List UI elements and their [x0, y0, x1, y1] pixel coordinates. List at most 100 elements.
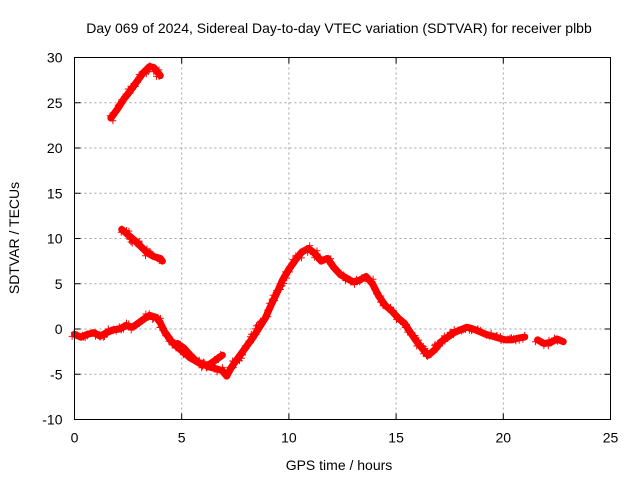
x-tick-label: 25 [603, 430, 619, 446]
data-point-marker [313, 247, 321, 255]
x-tick-label: 0 [71, 430, 79, 446]
data-point-marker [384, 304, 392, 312]
data-point-marker [289, 256, 297, 264]
data-point-marker [163, 329, 171, 337]
data-point-marker [478, 328, 486, 336]
data-point-marker [250, 334, 257, 342]
data-point-marker [150, 252, 157, 260]
data-point-marker [389, 308, 397, 316]
data-point-marker [317, 256, 325, 264]
data-point-marker [162, 332, 169, 340]
data-point-marker [247, 339, 254, 347]
data-point-marker [436, 340, 443, 348]
data-point-marker [166, 336, 174, 344]
data-point-marker [156, 317, 163, 325]
data-point-marker [117, 228, 125, 236]
data-point-marker [553, 336, 561, 344]
data-point-marker [261, 314, 269, 322]
data-point-marker [83, 332, 91, 340]
data-point-marker [156, 323, 164, 331]
data-point-marker [306, 242, 314, 250]
data-point-marker [399, 319, 407, 327]
y-tick-label: 0 [55, 321, 63, 337]
data-point-marker [313, 254, 321, 262]
data-point-marker [266, 304, 274, 312]
data-point-marker [147, 249, 155, 257]
data-point-marker [303, 245, 310, 253]
data-point-marker [413, 342, 421, 350]
data-point-marker [347, 278, 355, 286]
data-point-marker [120, 96, 127, 103]
data-point-marker [454, 326, 462, 334]
data-point-marker [165, 337, 173, 345]
data-point-marker [155, 73, 163, 81]
data-point-marker [171, 342, 179, 350]
chart-title: Day 069 of 2024, Sidereal Day-to-day VTE… [86, 20, 592, 36]
data-point-marker [225, 369, 233, 377]
data-point-marker [375, 294, 383, 302]
data-point-marker [224, 368, 232, 376]
y-tick-label: 15 [47, 185, 63, 201]
data-point-marker [379, 302, 387, 310]
data-point-marker [238, 350, 246, 358]
data-point-marker [112, 108, 119, 116]
data-point-marker [124, 85, 132, 93]
data-point-marker [133, 78, 141, 86]
y-axis-label: SDTVAR / TECUs [6, 182, 22, 294]
data-point-marker [544, 339, 552, 347]
data-point-marker [135, 320, 143, 328]
data-point-marker [427, 351, 435, 359]
data-point-marker [150, 314, 157, 322]
data-point-marker [269, 291, 277, 299]
series-band [107, 63, 164, 122]
data-point-marker [103, 330, 111, 338]
data-point-marker [266, 299, 273, 307]
data-point-marker [204, 363, 212, 371]
data-point-marker [126, 89, 134, 97]
data-point-marker [210, 358, 218, 366]
data-point-marker [441, 337, 449, 345]
data-point-marker [407, 328, 415, 336]
series-1 [117, 225, 166, 265]
series-layer [68, 62, 567, 380]
data-point-marker [474, 326, 482, 334]
data-point-marker [242, 344, 250, 352]
data-point-marker [521, 331, 529, 339]
data-point-marker [126, 234, 134, 242]
data-point-marker [340, 271, 348, 279]
data-point-marker [186, 353, 194, 361]
data-point-marker [358, 273, 366, 281]
data-point-marker [180, 346, 188, 354]
x-tick-label: 20 [496, 430, 512, 446]
data-point-marker [393, 313, 401, 321]
data-point-marker [199, 358, 207, 366]
data-point-marker [310, 251, 317, 259]
data-point-marker [401, 324, 409, 331]
data-point-marker [468, 326, 475, 334]
data-point-marker [462, 326, 469, 333]
data-point-marker [268, 296, 276, 304]
data-point-marker [298, 248, 306, 256]
data-point-marker [342, 277, 350, 285]
data-point-marker [156, 255, 164, 263]
data-point-marker [493, 331, 501, 339]
data-point-marker [195, 356, 203, 364]
data-point-marker [139, 244, 147, 252]
data-point-marker [364, 274, 371, 282]
data-point-marker [198, 364, 206, 372]
data-point-marker [125, 323, 132, 330]
data-point-marker [115, 323, 123, 331]
data-point-marker [333, 267, 341, 275]
data-point-marker [251, 325, 259, 333]
y-tick-label: -10 [42, 412, 62, 428]
grid-layer [74, 57, 611, 420]
data-point-marker [126, 235, 134, 243]
data-point-marker [278, 277, 286, 285]
data-point-marker [515, 336, 523, 344]
data-point-marker [118, 225, 126, 233]
series-2 [68, 242, 529, 380]
data-point-marker [497, 337, 505, 345]
data-point-marker [259, 318, 267, 326]
series-3 [171, 340, 226, 372]
x-tick-label: 10 [281, 430, 297, 446]
